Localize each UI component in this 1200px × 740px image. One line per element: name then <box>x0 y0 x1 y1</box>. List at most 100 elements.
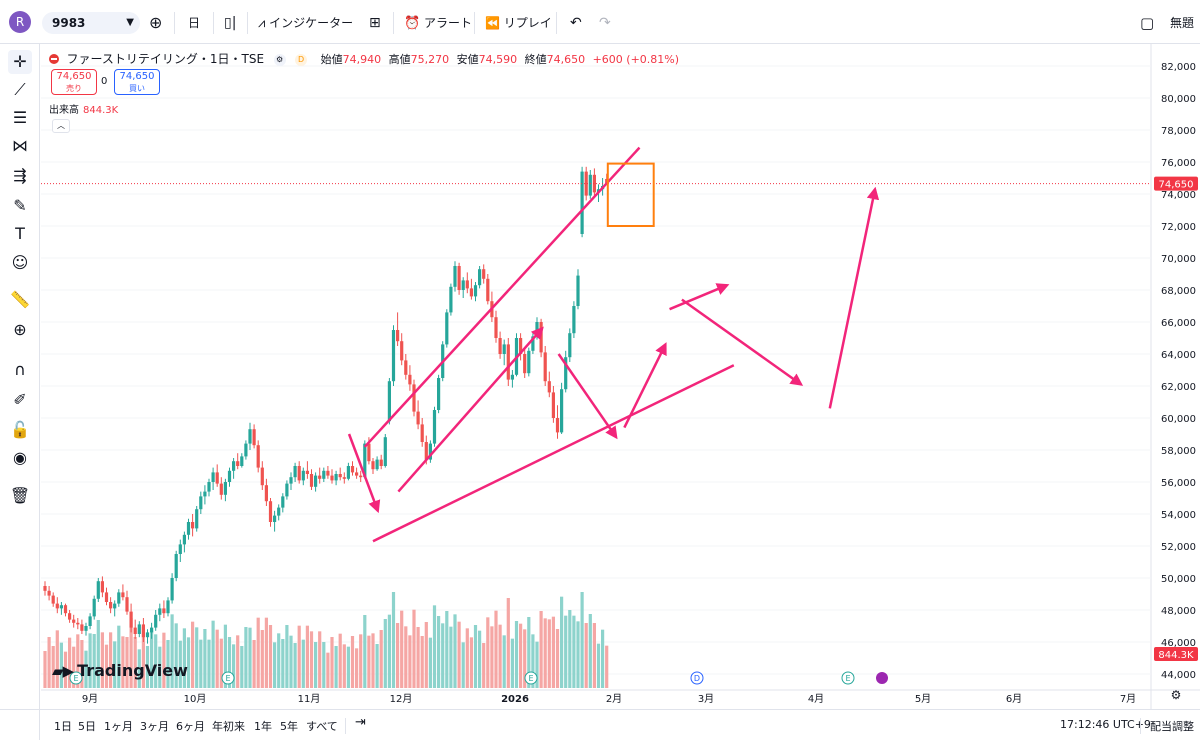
y-tick-label: 46,000 <box>1161 638 1196 649</box>
volume-bar <box>55 630 59 688</box>
compare-icon[interactable]: ⊕ <box>149 13 163 32</box>
market-status-badge[interactable]: D <box>295 54 308 66</box>
settings-gear-icon: ⚙ <box>1171 688 1182 702</box>
trash-icon[interactable]: 🗑 <box>9 486 31 505</box>
candle-body <box>174 554 178 578</box>
range-1d-button[interactable]: 1日 <box>54 720 72 733</box>
candle-body <box>162 608 166 614</box>
sell-button[interactable]: 74,650 売り <box>51 69 97 95</box>
candlestick-icon[interactable]: ▯| <box>224 15 237 31</box>
layout-name[interactable]: 無題 <box>1170 16 1195 30</box>
ruler-icon[interactable]: 📏 <box>10 290 30 309</box>
prediction-icon[interactable]: ⇶ <box>13 166 27 185</box>
gear-icon[interactable]: ⚙ <box>273 54 286 66</box>
volume-bar <box>408 635 412 688</box>
volume-bar <box>527 617 531 688</box>
separator <box>213 12 214 34</box>
magnet-icon[interactable]: ∩ <box>14 360 26 379</box>
candle-body <box>137 624 141 634</box>
event-marker-label: E <box>845 674 850 683</box>
range-5y-button[interactable]: 5年 <box>280 720 298 733</box>
adjust-settings-button[interactable]: 配当調整 <box>1150 720 1194 733</box>
sell-price: 74,650 <box>56 71 92 82</box>
price-chart[interactable]: 44,000 46,000 48,000 50,000 52,000 54,000 56,0… <box>41 44 1200 709</box>
range-3m-button[interactable]: 3ヶ月 <box>140 720 169 733</box>
redo-icon[interactable]: ↷ <box>599 15 611 31</box>
candle-body <box>379 459 383 466</box>
volume-bar <box>592 623 596 688</box>
candle-body <box>195 509 199 529</box>
alert-button[interactable]: ⏰ アラート <box>404 12 472 34</box>
trend-line-icon[interactable]: ⟋ <box>14 80 26 99</box>
candle-body <box>268 501 273 522</box>
layout-templates-icon[interactable]: ⊞ <box>369 15 381 31</box>
chart-pane[interactable]: 44,000 46,000 48,000 50,000 52,000 54,000 56,0… <box>41 44 1200 709</box>
goto-date-icon[interactable]: ⇥ <box>355 715 366 730</box>
legend-title[interactable]: ファーストリテイリング・1日・TSE <box>66 52 265 66</box>
indicators-button[interactable]: ⩘ インジケーター <box>258 12 353 34</box>
range-1y-button[interactable]: 1年 <box>254 720 272 733</box>
candle-body <box>432 410 437 444</box>
range-ytd-button[interactable]: 年初来 <box>212 720 245 733</box>
volume-bar <box>248 627 252 688</box>
candle-body <box>564 357 568 390</box>
candle-body <box>383 437 387 466</box>
zoom-icon[interactable]: ⊕ <box>13 320 27 339</box>
tradingview-logo[interactable]: ▰▶ TradingView <box>52 661 188 680</box>
candle-body <box>482 269 486 279</box>
range-6m-button[interactable]: 6ヶ月 <box>176 720 205 733</box>
candle-body <box>203 491 207 497</box>
volume-bar <box>154 634 158 688</box>
symbol-logo-icon <box>49 54 59 64</box>
pattern-icon[interactable]: ⋈ <box>12 136 28 155</box>
candle-body <box>43 586 47 591</box>
candle-body <box>236 461 240 466</box>
volume-bar <box>420 636 424 688</box>
candle-body <box>232 461 236 471</box>
eye-icon[interactable]: ◉ <box>13 448 27 467</box>
range-5d-button[interactable]: 5日 <box>78 720 96 733</box>
candle-body <box>584 171 588 196</box>
lock-icon[interactable]: 🔓 <box>10 420 30 439</box>
crosshair-icon[interactable]: ✛ <box>8 50 32 74</box>
candle-body <box>424 442 428 460</box>
volume-value: 844.3K <box>83 105 119 116</box>
candle-body <box>273 515 277 522</box>
clock[interactable]: 17:12:46 UTC+9 <box>1060 718 1151 731</box>
interval-button[interactable]: 日 <box>188 16 201 30</box>
volume-bar <box>88 633 92 688</box>
volume-bar <box>363 615 367 688</box>
candle-body <box>506 344 510 380</box>
volume-bar <box>346 646 350 688</box>
candle-body <box>314 475 318 487</box>
text-icon[interactable]: T <box>15 224 25 243</box>
candle-body <box>285 483 289 497</box>
volume-legend[interactable]: 出来高 844.3K <box>49 101 118 116</box>
collapse-legend-icon[interactable]: ︿ <box>52 119 70 133</box>
bottom-toolbar: 1日 5日 1ヶ月 3ヶ月 6ヶ月 年初来 1年 5年 すべて ⇥ 17:12:… <box>0 709 1200 740</box>
chevron-down-icon: ▼ <box>126 17 134 28</box>
candle-body <box>510 374 514 380</box>
volume-bar <box>551 616 555 688</box>
volume-bar <box>256 617 260 688</box>
user-avatar[interactable]: R <box>9 11 31 33</box>
volume-bar <box>289 635 293 688</box>
layout-square-icon[interactable]: ▢ <box>1140 14 1155 32</box>
buy-button[interactable]: 74,650 買い <box>114 69 160 95</box>
candle-body <box>592 174 596 193</box>
symbol-search-button[interactable]: 9983 ▼ <box>42 12 140 34</box>
brush-icon[interactable]: ✎ <box>13 196 27 215</box>
volume-bar <box>490 626 494 688</box>
replay-button[interactable]: ⏪ リプレイ <box>485 12 552 34</box>
range-1m-button[interactable]: 1ヶ月 <box>104 720 133 733</box>
fib-icon[interactable]: ☰ <box>12 108 28 127</box>
candle-body <box>133 627 137 634</box>
lock-drawing-icon[interactable]: ✐ <box>13 390 27 409</box>
emoji-icon[interactable]: ☺ <box>11 253 29 272</box>
candle-body <box>367 443 371 462</box>
range-all-button[interactable]: すべて <box>306 720 338 733</box>
volume-bar <box>432 605 437 688</box>
volume-bar <box>170 614 174 688</box>
x-tick-label: 4月 <box>808 693 824 705</box>
undo-icon[interactable]: ↶ <box>570 15 582 31</box>
